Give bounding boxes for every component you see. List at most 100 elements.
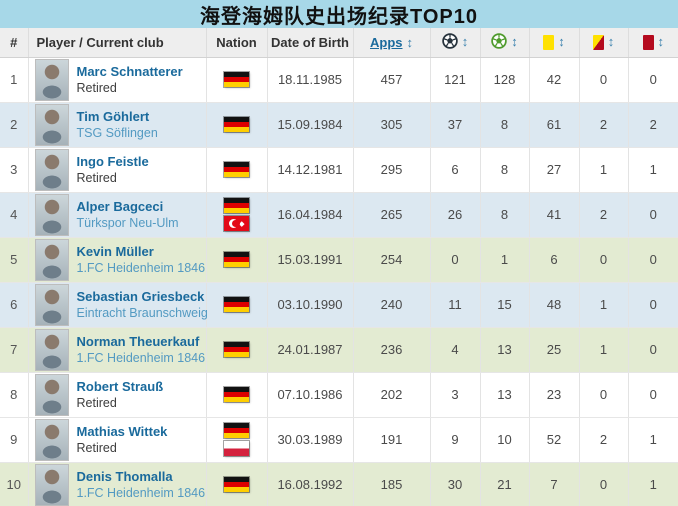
player-names: Kevin Müller 1.FC Heidenheim 1846 (76, 243, 206, 277)
player-name-link[interactable]: Marc Schnatterer (76, 63, 183, 79)
club-link[interactable]: 1.FC Heidenheim 1846 (76, 350, 206, 365)
red-cards-cell: 0 (627, 327, 678, 373)
sort-arrows-icon[interactable]: ↕ (607, 34, 615, 50)
player-name-link[interactable]: Sebastian Griesbeck (76, 288, 205, 304)
nation-cell (205, 237, 267, 283)
table-row: 8 Robert Strauß Retired 07.10.1986 202 3 13 23 0… (0, 372, 678, 418)
rank-cell: 7 (0, 327, 28, 373)
header-yellow-cards: ↕ (528, 28, 579, 58)
nation-cell (205, 372, 267, 418)
rank-cell: 5 (0, 237, 28, 283)
sort-arrows-icon[interactable]: ↕ (406, 34, 414, 50)
red-cards-cell: 0 (627, 372, 678, 418)
player-cell: Kevin Müller 1.FC Heidenheim 1846 (27, 237, 206, 283)
flag-stack (207, 477, 267, 492)
sort-arrows-icon[interactable]: ↕ (511, 33, 518, 49)
apps-cell: 240 (352, 282, 430, 328)
header-assists: ↕ (479, 28, 529, 58)
player-photo[interactable] (34, 103, 69, 146)
player-photo[interactable] (34, 193, 69, 236)
player-name-link[interactable]: Ingo Feistle (76, 153, 149, 169)
table-row: 3 Ingo Feistle Retired 14.12.1981 295 6 8 27 1 1 (0, 147, 678, 193)
player-wrap: Alper Bagceci Türkspor Neu-Ulm (34, 193, 202, 236)
player-photo[interactable] (34, 373, 69, 416)
nation-cell (205, 462, 267, 506)
rank-cell: 6 (0, 282, 28, 328)
player-name-link[interactable]: Mathias Wittek (76, 423, 168, 439)
yellow-cards-cell: 42 (528, 57, 579, 103)
player-cell: Sebastian Griesbeck Eintracht Braunschwei… (27, 282, 208, 328)
assists-ball-icon (491, 32, 508, 52)
player-name-link[interactable]: Tim Göhlert (76, 108, 150, 124)
goals-cell: 30 (429, 462, 480, 506)
sort-arrows-icon[interactable]: ↕ (461, 33, 469, 49)
flag-stack (207, 297, 267, 312)
apps-sort-link[interactable]: Apps (370, 34, 403, 50)
player-name-link[interactable]: Denis Thomalla (76, 468, 173, 484)
nation-cell (205, 282, 267, 328)
red-cards-cell: 0 (627, 192, 678, 238)
player-name-link[interactable]: Robert Strauß (76, 378, 164, 394)
player-cell: Ingo Feistle Retired (27, 147, 206, 193)
germany-flag-icon (224, 72, 249, 87)
yellow-cards-cell: 48 (528, 282, 579, 328)
player-cell: Mathias Wittek Retired (27, 417, 206, 463)
player-photo[interactable] (34, 328, 69, 371)
apps-cell: 202 (352, 372, 430, 418)
player-photo[interactable] (34, 283, 69, 326)
table-row: 1 Marc Schnatterer Retired 18.11.1985 457 121… (0, 57, 678, 103)
yellow-red-cards-cell: 2 (578, 192, 628, 238)
player-cell: Marc Schnatterer Retired (27, 57, 206, 103)
player-name-link[interactable]: Kevin Müller (76, 243, 154, 259)
player-photo[interactable] (34, 238, 69, 281)
assists-cell: 8 (479, 102, 529, 148)
apps-cell: 457 (352, 57, 430, 103)
dob-cell: 24.01.1987 (266, 327, 353, 373)
flag-stack (207, 72, 267, 87)
flag-stack (207, 162, 267, 177)
rank-cell: 3 (0, 147, 28, 193)
sort-arrows-icon[interactable]: ↕ (657, 34, 665, 50)
assists-cell: 13 (479, 372, 529, 418)
apps-cell: 254 (352, 237, 430, 283)
sort-arrows-icon[interactable]: ↕ (558, 34, 565, 50)
player-wrap: Sebastian Griesbeck Eintracht Braunschwei… (34, 283, 208, 326)
club-link[interactable]: Eintracht Braunschweig (76, 305, 208, 320)
club-link[interactable]: TSG Söflingen (76, 125, 158, 140)
yellow-cards-cell: 25 (528, 327, 579, 373)
player-wrap: Robert Strauß Retired (34, 373, 202, 416)
header-dob: Date of Birth (266, 28, 353, 58)
player-photo[interactable] (34, 463, 69, 506)
club-link[interactable]: 1.FC Heidenheim 1846 (76, 485, 206, 500)
yellow-cards-cell: 7 (528, 462, 579, 506)
red-cards-cell: 0 (627, 237, 678, 283)
player-name-link[interactable]: Alper Bagceci (76, 198, 164, 214)
goals-cell: 4 (429, 327, 480, 373)
red-cards-cell: 1 (627, 147, 678, 193)
header-yellow-red-cards: ↕ (578, 28, 628, 58)
germany-flag-icon (224, 423, 249, 438)
table-row: 6 Sebastian Griesbeck Eintracht Braunschwe… (0, 282, 678, 328)
player-photo[interactable] (34, 148, 69, 191)
yellow-red-cards-cell: 1 (578, 282, 628, 328)
yellow-card-icon (543, 35, 555, 51)
club-link[interactable]: 1.FC Heidenheim 1846 (76, 260, 206, 275)
flag-stack (207, 387, 267, 402)
assists-cell: 13 (479, 327, 529, 373)
apps-cell: 185 (352, 462, 430, 506)
player-cell: Norman Theuerkauf 1.FC Heidenheim 1846 (27, 327, 206, 373)
player-name-link[interactable]: Norman Theuerkauf (76, 333, 200, 349)
club-link[interactable]: Türkspor Neu-Ulm (76, 215, 179, 230)
player-names: Denis Thomalla 1.FC Heidenheim 1846 (76, 468, 206, 502)
goals-cell: 11 (429, 282, 480, 328)
player-names: Mathias Wittek Retired (77, 423, 168, 457)
club-status-text: Retired (76, 440, 117, 455)
germany-flag-icon (224, 252, 249, 267)
player-wrap: Tim Göhlert TSG Söflingen (34, 103, 202, 146)
assists-cell: 1 (479, 237, 529, 283)
yellow-red-cards-cell: 0 (578, 372, 628, 418)
player-photo[interactable] (34, 418, 69, 461)
yellow-red-cards-cell: 2 (578, 417, 628, 463)
player-photo[interactable] (34, 58, 69, 101)
